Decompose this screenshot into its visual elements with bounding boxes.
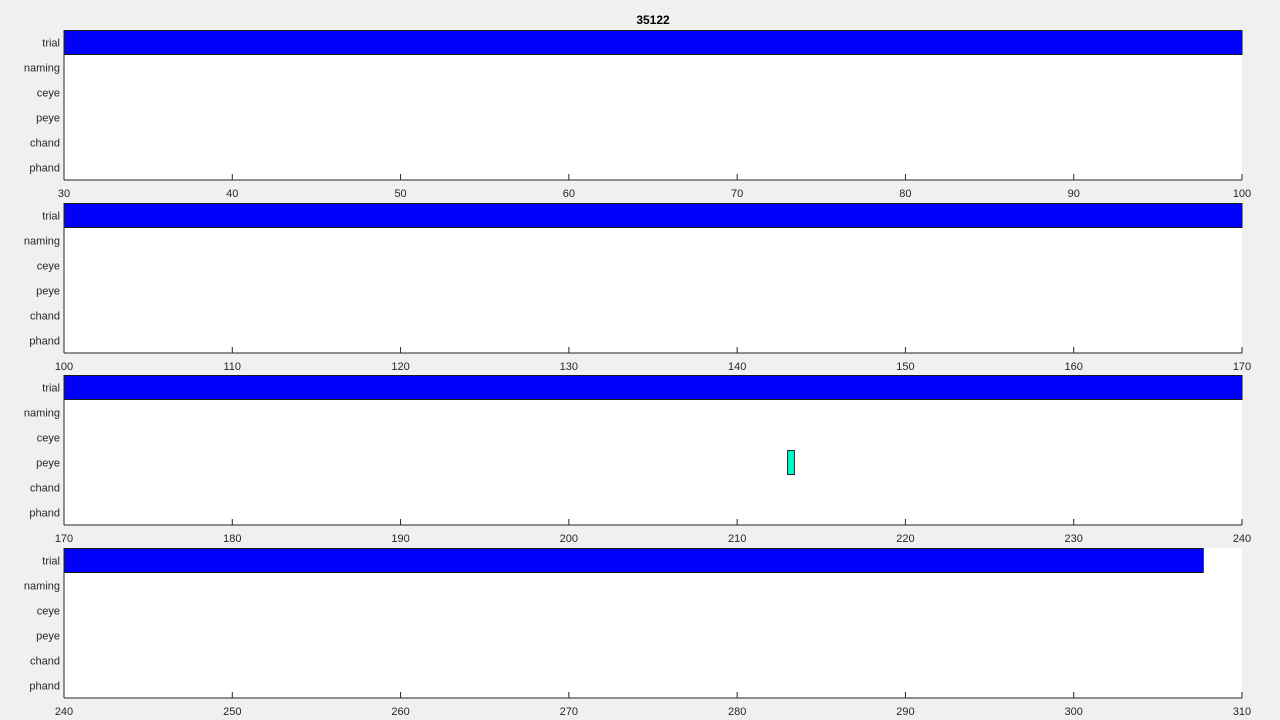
x-tick-label: 130 <box>560 361 578 373</box>
row-label-trial: trial <box>42 38 60 50</box>
x-tick-label: 40 <box>226 188 238 200</box>
panel-3: trial naming ceye peye chand phand 170 180 190 20… <box>24 375 1251 545</box>
row-label-peye: peye <box>36 631 60 643</box>
x-tick-label: 120 <box>391 361 409 373</box>
event-bar-trial <box>63 375 1243 400</box>
row-label-chand: chand <box>30 656 60 668</box>
row-label-ceye: ceye <box>37 606 60 618</box>
x-tick-label: 270 <box>560 706 578 718</box>
row-label-peye: peye <box>36 286 60 298</box>
row-label-peye: peye <box>36 113 60 125</box>
row-label-chand: chand <box>30 483 60 495</box>
row-label-phand: phand <box>29 681 60 693</box>
x-tick-label: 260 <box>391 706 409 718</box>
x-tick-label: 90 <box>1068 188 1080 200</box>
x-tick-label: 310 <box>1233 706 1251 718</box>
row-label-trial: trial <box>42 556 60 568</box>
x-tick-label: 230 <box>1065 533 1083 545</box>
figure-title: 35122 <box>636 13 670 27</box>
x-tick-label: 250 <box>223 706 241 718</box>
row-label-naming: naming <box>24 408 60 420</box>
panels-group: trial naming ceye peye chand phand 30 40 50 60 70 8… <box>24 30 1251 718</box>
row-label-ceye: ceye <box>37 261 60 273</box>
x-tick-label: 30 <box>58 188 70 200</box>
x-tick-label: 170 <box>1233 361 1251 373</box>
row-label-naming: naming <box>24 581 60 593</box>
event-bar-peye <box>787 450 795 475</box>
row-label-chand: chand <box>30 311 60 323</box>
row-label-ceye: ceye <box>37 88 60 100</box>
panel-2: trial naming ceye peye chand phand 100 110 120 13… <box>24 203 1251 373</box>
row-label-chand: chand <box>30 138 60 150</box>
x-tick-label: 280 <box>728 706 746 718</box>
x-tick-label: 110 <box>224 361 242 373</box>
x-tick-label: 210 <box>728 533 746 545</box>
x-tick-label: 150 <box>896 361 914 373</box>
x-tick-label: 80 <box>899 188 911 200</box>
event-bar-trial <box>63 548 1204 573</box>
row-label-trial: trial <box>42 383 60 395</box>
x-tick-label: 50 <box>394 188 406 200</box>
x-tick-label: 100 <box>1233 188 1251 200</box>
row-label-naming: naming <box>24 63 60 75</box>
x-tick-label: 300 <box>1065 706 1083 718</box>
x-tick-label: 60 <box>563 188 575 200</box>
x-tick-label: 290 <box>896 706 914 718</box>
row-label-ceye: ceye <box>37 433 60 445</box>
row-label-trial: trial <box>42 211 60 223</box>
row-label-peye: peye <box>36 458 60 470</box>
x-tick-label: 160 <box>1065 361 1083 373</box>
event-bar-trial <box>63 203 1243 228</box>
x-tick-label: 140 <box>728 361 746 373</box>
panel-4: trial naming ceye peye chand phand 240 250 260 27… <box>24 548 1251 718</box>
x-tick-label: 100 <box>55 361 73 373</box>
row-label-phand: phand <box>29 163 60 175</box>
x-tick-label: 200 <box>560 533 578 545</box>
x-tick-label: 240 <box>55 706 73 718</box>
x-tick-label: 190 <box>391 533 409 545</box>
x-tick-label: 220 <box>896 533 914 545</box>
x-tick-label: 70 <box>731 188 743 200</box>
x-tick-label: 170 <box>55 533 73 545</box>
x-tick-label: 240 <box>1233 533 1251 545</box>
row-label-phand: phand <box>29 336 60 348</box>
panel-1: trial naming ceye peye chand phand 30 40 50 60 70 8… <box>24 30 1251 200</box>
event-bar-trial <box>63 30 1243 55</box>
row-label-phand: phand <box>29 508 60 520</box>
x-tick-label: 180 <box>223 533 241 545</box>
row-label-naming: naming <box>24 236 60 248</box>
